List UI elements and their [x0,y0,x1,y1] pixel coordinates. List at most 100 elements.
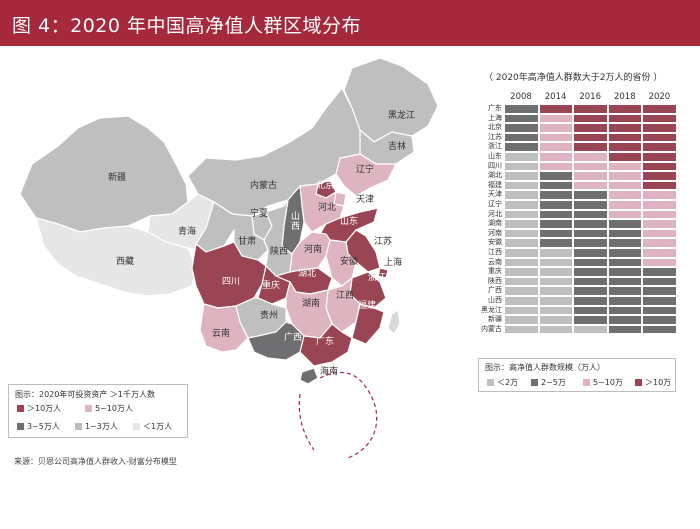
heatmap-cell [642,219,677,229]
province-hainan [299,367,319,385]
label-yunnan: 云南 [212,329,231,339]
china-map: 黑龙江 吉林 辽宁 内蒙古 北京 天津 河北 山西 山东 新疆 青海 西藏 宁夏… [0,46,460,466]
heatmap-cell [504,200,539,210]
heatmap-cell [573,228,608,239]
province-row-label: 山东 [488,152,502,160]
heatmap-cell [607,142,643,152]
heatmap-cell [538,296,574,306]
swatch-5-10 [85,405,92,412]
swatch-1-3 [75,423,82,430]
heatmap-cell [504,171,539,181]
heatmap-cell [538,161,574,172]
year-label: 2018 [613,92,636,102]
heatmap-cell [504,324,539,335]
province-row-label: 广西 [488,286,502,295]
year-label: 2020 [648,92,671,102]
label-heilongjiang: 黑龙江 [388,111,416,121]
heatmap-cell [538,248,574,258]
heatmap-cell [538,286,574,296]
heatmap-cell [573,113,608,124]
map-legend-label: ＞10万人 [27,404,62,413]
china-map-svg [19,57,439,459]
heatmap-cell [504,161,539,172]
swatch-lt1 [133,423,140,430]
heatmap-cell [573,257,608,268]
heatmap-cell [504,257,539,268]
heatmap-cell [504,180,539,191]
year-label: 2016 [579,92,601,102]
label-shanxi: 山西 [291,212,301,232]
heatmap-legend: 图示：高净值人群数规模（万人） ＜2万 2~5万 5~10万 ＞10万 [478,358,676,392]
heatmap-cell [607,104,643,114]
heatmap-cell [642,152,677,162]
heatmap-cell [642,142,677,152]
heatmap-cell [504,267,539,277]
heatmap-cell [504,286,539,296]
province-row-label: 陕西 [488,276,502,285]
heatmap-cell [573,238,608,248]
province-row-label: 浙江 [488,142,502,151]
map-legend-label: 1~3万人 [85,422,118,431]
province-row-label: 上海 [488,113,502,122]
heatmap-cell [504,228,539,239]
heatmap-cell [538,324,574,335]
label-neimenggu: 内蒙古 [250,181,278,191]
heatmap-cell [642,104,677,114]
province-liaoning [335,153,397,197]
province-row-label: 辽宁 [488,200,502,208]
heatmap-cell [573,142,608,152]
label-hainan: 海南 [320,367,339,377]
heatmap-cell [642,267,677,277]
heatmap-cell [573,200,608,210]
source-note: 来源：贝恩公司高净值人群收入-财富分布模型 [14,457,177,466]
heatmap-cell [642,296,677,306]
heatmap-legend-item: ＜2万 [487,377,518,388]
heatmap-cell [607,315,643,325]
heatmap-cell [642,113,677,124]
heatmap-cell [642,123,677,133]
heatmap-cell [607,238,643,248]
label-guizhou: 贵州 [260,311,279,321]
heatmap-cell [504,238,539,248]
label-shaanxi: 陕西 [270,247,289,257]
heatmap-cell [573,267,608,277]
label-xinjiang: 新疆 [108,173,127,183]
heatmap-legend-label: 2~5万 [541,378,566,387]
map-legend-label: 3~5万人 [27,422,60,431]
year-label: 2008 [510,92,532,102]
province-row-label: 湖南 [488,219,502,228]
swatch-gt10 [635,379,642,386]
province-row-label: 江苏 [488,132,502,141]
heatmap-cell [504,132,539,143]
province-row-label: 江西 [488,248,502,256]
province-row-label: 北京 [488,123,502,132]
heatmap-cell [642,180,677,191]
province-fujian [351,303,385,345]
heatmap-cell [573,171,608,181]
heatmap-cell [607,200,643,210]
heatmap-cell [573,219,608,229]
heatmap-cell [504,152,539,162]
heatmap-cell [504,305,539,316]
island-taiwan [387,309,401,335]
map-legend-item: 5~10万人 [85,403,133,414]
heatmap-cell [504,296,539,306]
heatmap-cell [573,276,608,287]
heatmap-legend-label: ＞10万 [645,378,672,387]
heatmap-cell [538,123,574,133]
heatmap-cell [538,113,574,124]
heatmap-legend-item: ＞10万 [635,377,671,388]
heatmap-cell [607,219,643,229]
heatmap-cell [573,190,608,200]
province-anhui [325,239,357,287]
province-row-label: 山西 [488,296,502,304]
province-shanghai [377,267,389,279]
province-row-label: 云南 [488,257,502,266]
province-yunnan [199,303,249,353]
heatmap-cell [573,286,608,296]
map-legend-label: ＜1万人 [143,422,173,431]
province-row-label: 内蒙古 [481,324,502,333]
label-ningxia: 宁夏 [250,209,269,219]
label-jiangsu: 江苏 [374,237,393,247]
heatmap-cell [642,276,677,287]
